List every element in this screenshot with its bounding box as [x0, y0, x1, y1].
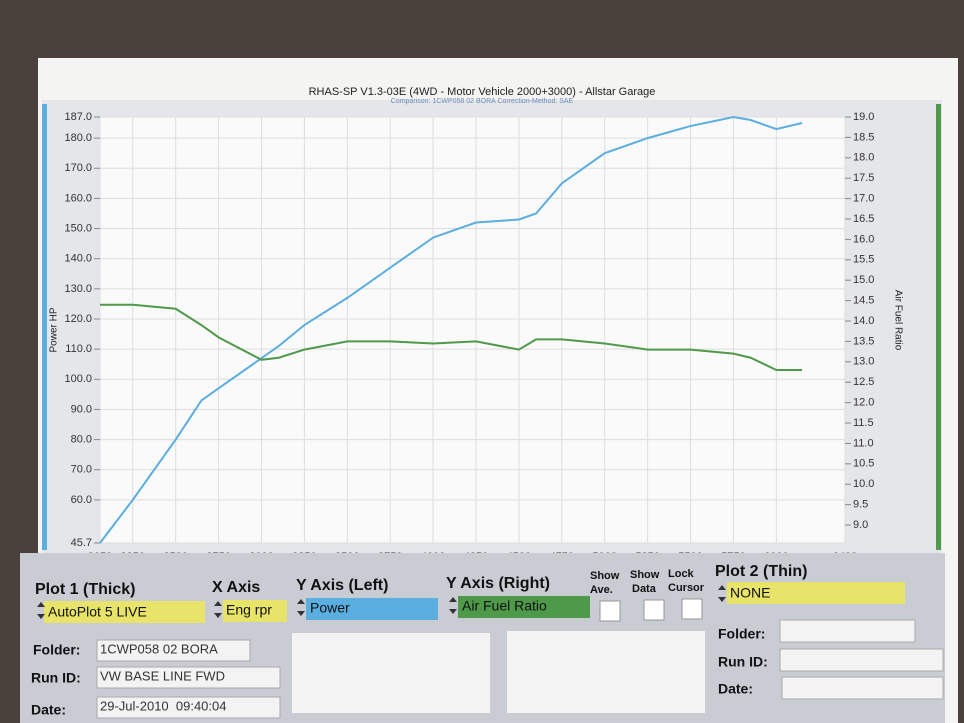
y2-tick-label: 14.0 — [853, 315, 874, 327]
left-axis-bar — [42, 104, 47, 550]
info-box — [292, 633, 490, 713]
select-value: Power — [310, 600, 350, 616]
y2-tick-label: 17.0 — [853, 193, 874, 205]
select-value: Eng rpr — [226, 602, 272, 618]
text-field — [96, 696, 281, 719]
select-value: NONE — [730, 585, 770, 601]
y2-tick-label: 9.0 — [853, 519, 868, 531]
y2-tick-label: 11.0 — [853, 437, 874, 449]
field-label: Folder: — [718, 626, 765, 642]
field-value: VW BASE LINE FWD — [100, 668, 225, 683]
heading: Plot 2 (Thin) — [715, 563, 807, 580]
heading: Y Axis (Left) — [296, 577, 388, 594]
field-label: Run ID: — [718, 654, 768, 670]
toggle-label: Ave. — [590, 584, 613, 596]
y-tick-label: 130.0 — [64, 283, 92, 295]
y-tick-label: 45.7 — [71, 537, 92, 549]
field-label: Run ID: — [31, 670, 81, 686]
y-tick-label: 120.0 — [64, 313, 92, 325]
y2-tick-label: 16.0 — [853, 233, 874, 245]
text-field — [96, 666, 281, 689]
y-tick-label: 140.0 — [64, 253, 92, 265]
y2-tick-label: 19.0 — [853, 111, 874, 123]
control-panel: Plot 1 (Thick) X Axis Y Axis (Left) Y Ax… — [20, 553, 945, 723]
toggle-label: Cursor — [668, 582, 705, 594]
info-box — [507, 631, 705, 713]
y2-tick-label: 15.0 — [853, 274, 874, 286]
y2-tick-label: 12.0 — [853, 397, 874, 409]
toggle-label: Show — [630, 569, 660, 581]
y-tick-label: 150.0 — [64, 222, 92, 234]
y2-tick-label: 16.5 — [853, 213, 874, 225]
y2-tick-label: 13.0 — [853, 356, 874, 368]
y2-tick-label: 12.5 — [853, 376, 874, 388]
heading: Plot 1 (Thick) — [35, 581, 135, 598]
field-value: 1CWP058 02 BORA — [100, 641, 218, 656]
select-field[interactable] — [458, 596, 590, 618]
chart-title: RHAS-SP V1.3-03E (4WD - Motor Vehicle 20… — [309, 86, 656, 98]
toggle-label: Show — [590, 570, 620, 582]
y2-tick-label: 11.5 — [853, 417, 874, 429]
y2-tick-label: 18.5 — [853, 131, 874, 143]
y2-tick-label: 15.5 — [853, 254, 874, 266]
y2-tick-label: 10.0 — [853, 478, 874, 490]
y2-tick-label: 14.5 — [853, 295, 874, 307]
spin-arrows — [37, 585, 726, 619]
field-value: 29-Jul-2010 09:40:04 — [100, 698, 226, 713]
text-field — [779, 648, 944, 672]
field-label: Folder: — [33, 642, 80, 658]
select-field[interactable] — [727, 582, 905, 604]
checkbox[interactable] — [643, 599, 665, 621]
y-tick-label: 70.0 — [71, 464, 92, 476]
toggle-label: Data — [632, 583, 657, 595]
y-tick-label: 90.0 — [71, 403, 92, 415]
series-line — [99, 115, 803, 544]
y-tick-label: 180.0 — [64, 132, 92, 144]
checkbox[interactable] — [599, 600, 621, 622]
y2-tick-label: 13.5 — [853, 335, 874, 347]
text-field — [781, 676, 944, 700]
y-tick-label: 100.0 — [64, 373, 92, 385]
heading: X Axis — [212, 579, 260, 596]
y-tick-label: 80.0 — [71, 433, 92, 445]
select-field[interactable] — [306, 598, 438, 620]
text-field — [96, 639, 251, 662]
select-field[interactable] — [44, 601, 205, 623]
chart-subtitle: Comparison: 1CWP058 02 BORA Correction-M… — [391, 98, 574, 105]
select-value: Air Fuel Ratio — [462, 598, 547, 614]
field-label: Date: — [718, 681, 753, 697]
y-tick-label: 170.0 — [64, 162, 92, 174]
y-axis-label: Power HP — [49, 307, 60, 352]
y-tick-label: 187.0 — [64, 111, 92, 123]
y-tick-label: 160.0 — [64, 192, 92, 204]
right-axis-bar — [936, 104, 941, 550]
y-tick-label: 60.0 — [71, 494, 92, 506]
text-field — [779, 619, 916, 643]
toggle-label: Lock — [668, 568, 695, 580]
y2-tick-label: 10.5 — [853, 458, 874, 470]
checkbox[interactable] — [681, 598, 703, 620]
plot-area — [99, 116, 846, 544]
y2-tick-label: 9.5 — [853, 499, 868, 511]
y2-tick-label: 18.0 — [853, 152, 874, 164]
y2-tick-label: 17.5 — [853, 172, 874, 184]
y2-axis-label: Air Fuel Ratio — [892, 290, 903, 351]
heading: Y Axis (Right) — [446, 575, 550, 592]
select-value: AutoPlot 5 LIVE — [48, 604, 147, 620]
series-line — [100, 303, 803, 371]
field-label: Date: — [31, 702, 66, 718]
select-field[interactable] — [223, 600, 287, 622]
y-tick-label: 110.0 — [65, 343, 92, 355]
